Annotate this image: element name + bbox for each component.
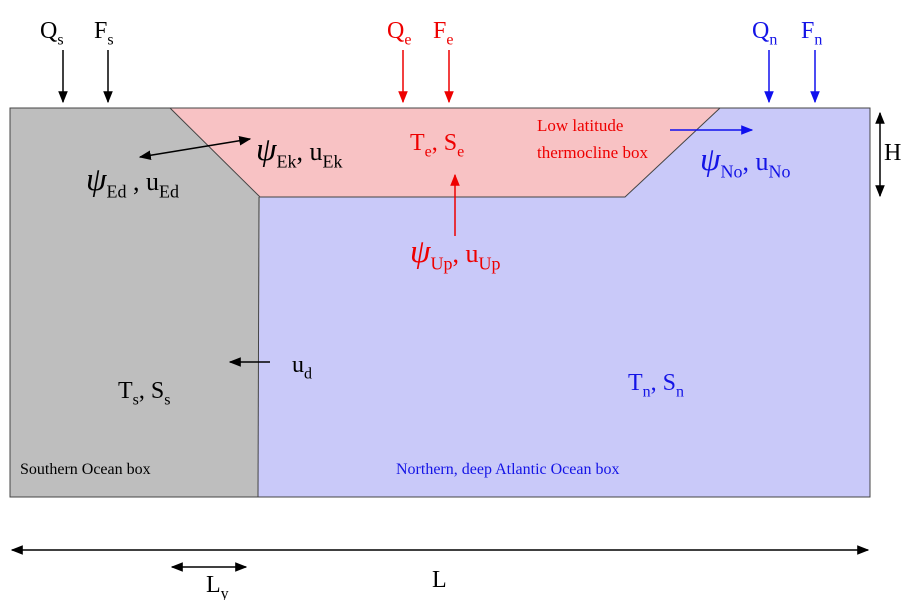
- subscript: Ed: [107, 181, 127, 201]
- subscript: s: [133, 392, 139, 409]
- text-part: ψ: [86, 162, 107, 198]
- subscript: n: [814, 32, 822, 49]
- label-low1: Low latitude: [537, 116, 623, 135]
- text-part: T: [118, 378, 133, 404]
- label-tn: Tn, Sn: [628, 370, 684, 401]
- text-part: Q: [40, 18, 57, 44]
- subscript: e: [404, 32, 411, 49]
- label-ed: ψEd , uEd: [86, 162, 179, 201]
- label-fs: Fs: [94, 18, 114, 49]
- subscript: n: [676, 384, 684, 401]
- subscript: e: [425, 144, 432, 161]
- label-ly: Ly: [206, 572, 229, 600]
- box-outline: [9, 107, 871, 498]
- text-part: , u: [127, 167, 160, 196]
- text-part: ψ: [256, 132, 277, 168]
- southern-box: [10, 108, 260, 497]
- text-part: ψ: [410, 234, 431, 270]
- text-part: T: [410, 130, 425, 156]
- text-part: , S: [432, 130, 457, 156]
- subscript: No: [769, 161, 791, 181]
- subscript: Up: [479, 253, 501, 273]
- subscript: s: [164, 392, 170, 409]
- subscript: s: [107, 32, 113, 49]
- label-low2: thermocline box: [537, 143, 648, 162]
- text-part: u: [292, 352, 304, 378]
- subscript: n: [769, 32, 777, 49]
- arrow-ek-ed: [138, 136, 252, 160]
- label-sob: Southern Ocean box: [20, 461, 151, 478]
- label-te: Te, Se: [410, 130, 464, 161]
- subscript: Ek: [323, 151, 343, 171]
- text-part: , S: [651, 370, 676, 396]
- label-up: ψUp, uUp: [410, 234, 501, 273]
- label-ek: ψEk, uEk: [256, 132, 343, 171]
- text-part: F: [94, 18, 107, 44]
- label-no: ψNo, uNo: [700, 142, 791, 181]
- text-part: F: [433, 18, 446, 44]
- label-qe: Qe: [387, 18, 411, 49]
- text-part: F: [801, 18, 814, 44]
- subscript: Ed: [159, 181, 179, 201]
- subscript: e: [446, 32, 453, 49]
- subscript: s: [57, 32, 63, 49]
- text-part: thermocline box: [537, 143, 648, 162]
- label-qs: Qs: [40, 18, 64, 49]
- text-part: L: [206, 572, 221, 598]
- text-part: H: [884, 140, 901, 166]
- label-ud: ud: [292, 352, 312, 383]
- subscript: n: [643, 384, 651, 401]
- text-part: , S: [139, 378, 164, 404]
- text-part: , u: [743, 147, 769, 176]
- subscript: Ek: [277, 151, 297, 171]
- subscript: Up: [431, 253, 453, 273]
- thermocline-box: [170, 108, 720, 197]
- text-part: T: [628, 370, 643, 396]
- subscript: e: [457, 144, 464, 161]
- subscript: No: [721, 161, 743, 181]
- box-edge: [257, 196, 260, 498]
- text-part: L: [432, 567, 447, 593]
- text-part: , u: [297, 137, 323, 166]
- text-part: Low latitude: [537, 116, 623, 135]
- label-nob: Northern, deep Atlantic Ocean box: [396, 461, 619, 478]
- label-fe: Fe: [433, 18, 453, 49]
- text-part: Northern, deep Atlantic Ocean box: [396, 461, 619, 478]
- label-fn: Fn: [801, 18, 822, 49]
- label-l: L: [432, 567, 447, 593]
- text-part: Q: [387, 18, 404, 44]
- text-part: Southern Ocean box: [20, 461, 151, 478]
- label-h: H: [884, 140, 901, 166]
- northern-box: [258, 108, 870, 497]
- label-qn: Qn: [752, 18, 777, 49]
- subscript: d: [304, 366, 312, 383]
- label-ts: Ts, Ss: [118, 378, 171, 409]
- text-part: , u: [453, 239, 479, 268]
- text-part: Q: [752, 18, 769, 44]
- subscript: y: [221, 586, 229, 600]
- text-part: ψ: [700, 142, 721, 178]
